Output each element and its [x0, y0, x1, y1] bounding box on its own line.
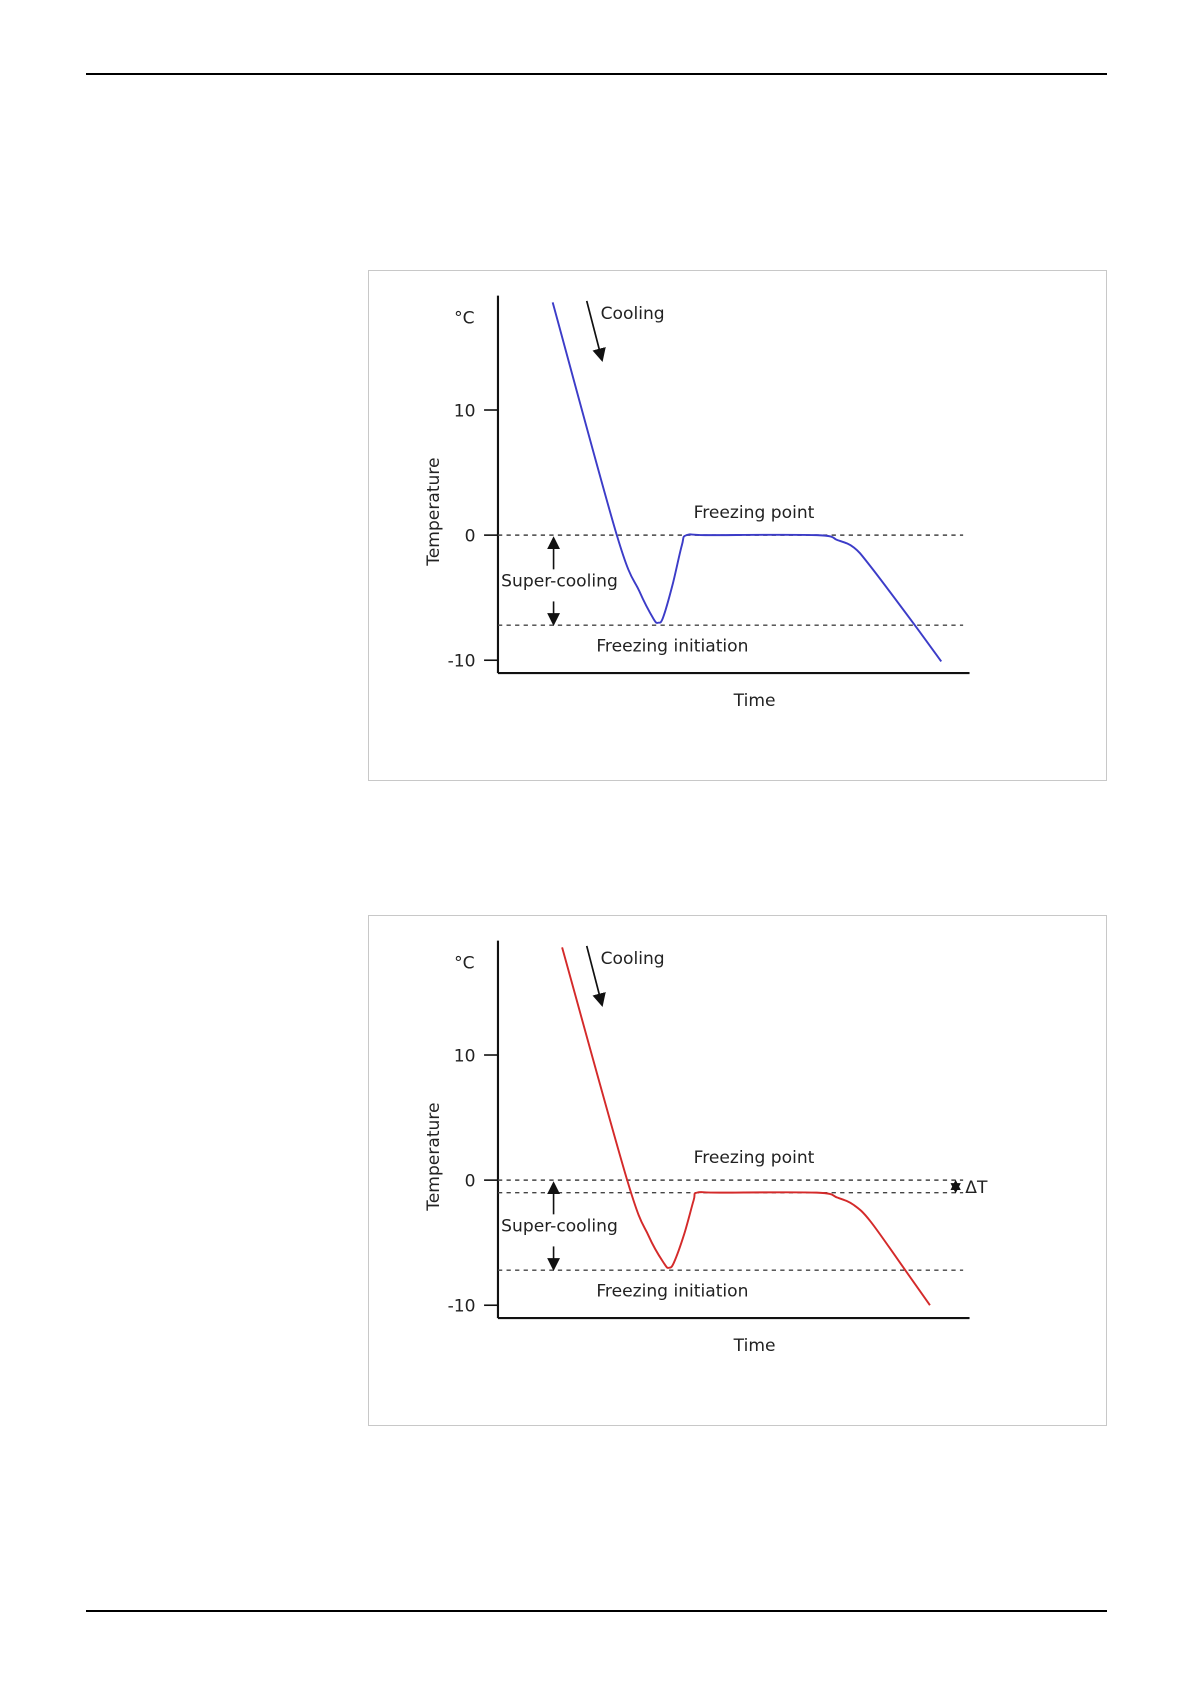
cooling-arrow-icon [585, 945, 606, 1007]
y-axis-label: Temperature [424, 1102, 444, 1211]
x-axis-label: Time [733, 1336, 776, 1356]
freezing-point-label: Freezing point [694, 503, 815, 523]
y-tick-label: 0 [465, 527, 476, 547]
cooling-label: Cooling [601, 304, 665, 324]
y-tick-label: -10 [448, 1297, 476, 1317]
cooling-label: Cooling [601, 949, 665, 969]
freezing-point-label: Freezing point [694, 1148, 815, 1168]
header-rule [86, 73, 1107, 75]
chart-2-frame: 10 0 -10 °C Temperature Time Freezing point Fre… [368, 915, 1107, 1426]
chart-1: 10 0 -10 °C Temperature Time Freezing point Fre… [424, 295, 970, 711]
chart-1-frame: 10 0 -10 °C Temperature Time Freezing point Fre… [368, 270, 1107, 781]
y-tick-label: 10 [454, 401, 476, 421]
supercooling-label: Super-cooling [501, 571, 618, 591]
y-axis-label: Temperature [424, 457, 444, 566]
x-axis-label: Time [733, 691, 776, 711]
chart-2: 10 0 -10 °C Temperature Time Freezing point Fre… [424, 940, 988, 1356]
freezing-initiation-label: Freezing initiation [596, 1282, 748, 1302]
y-tick-label: -10 [448, 652, 476, 672]
temperature-curve [561, 947, 931, 1306]
delta-t-label: ΔT [965, 1178, 988, 1198]
unit-label: °C [454, 308, 475, 328]
temperature-curve [551, 302, 943, 663]
unit-label: °C [454, 953, 475, 973]
y-tick-label: 10 [454, 1046, 476, 1066]
y-tick-label: 0 [465, 1172, 476, 1192]
cooling-arrow-icon [585, 300, 606, 362]
supercooling-label: Super-cooling [501, 1216, 618, 1236]
freezing-initiation-label: Freezing initiation [596, 637, 748, 657]
footer-rule [86, 1610, 1107, 1612]
